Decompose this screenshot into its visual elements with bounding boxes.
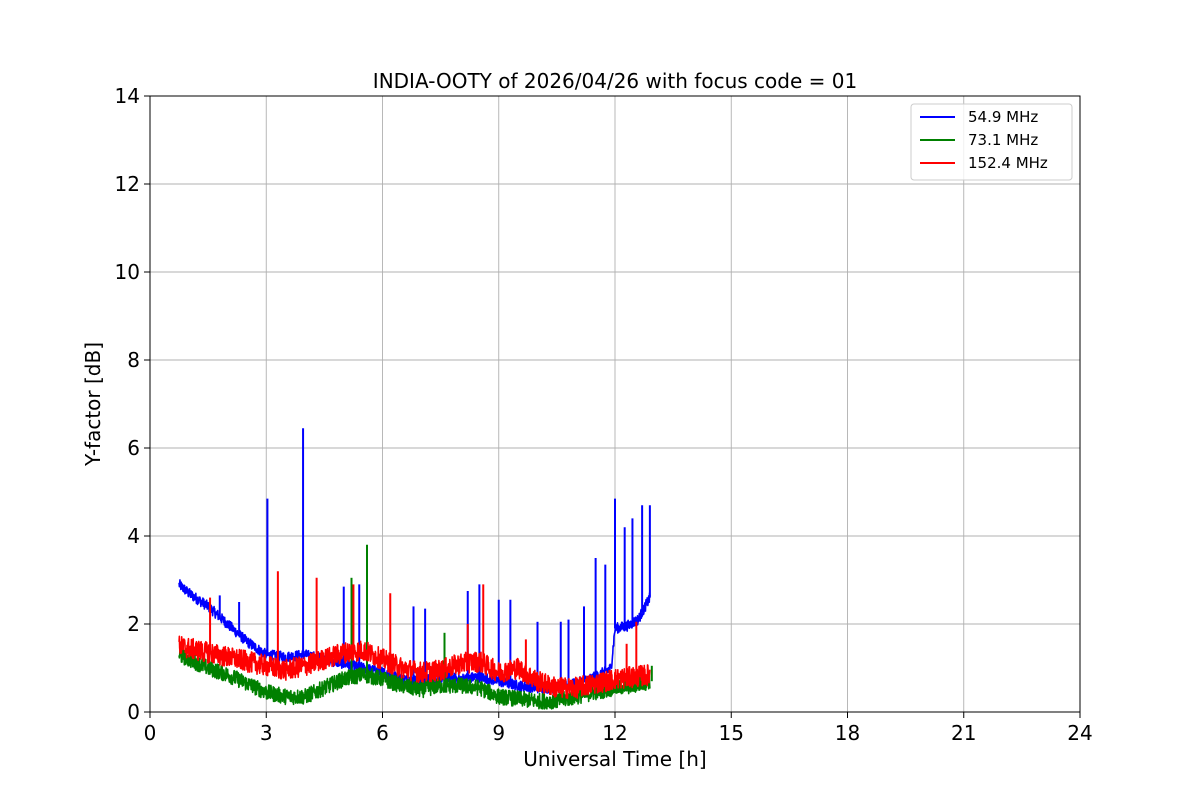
x-tick-label: 9 [492, 721, 505, 745]
y-tick-label: 12 [115, 172, 140, 196]
legend-label-54-9: 54.9 MHz [968, 108, 1038, 126]
series-2 [178, 571, 651, 699]
x-tick-label: 21 [951, 721, 976, 745]
x-tick-label: 15 [719, 721, 744, 745]
legend-box [910, 103, 1073, 181]
y-tick-label: 4 [127, 524, 140, 548]
x-tick-label: 3 [260, 721, 273, 745]
y-tick-label: 2 [127, 612, 140, 636]
plot-area [178, 428, 653, 710]
x-axis-label: Universal Time [h] [523, 747, 706, 771]
x-tick-label: 12 [602, 721, 627, 745]
y-tick-label: 0 [127, 700, 140, 724]
legend-label-152-4: 152.4 MHz [968, 154, 1048, 172]
series-line [178, 635, 651, 699]
x-tick-label: 18 [835, 721, 860, 745]
legend: 54.9 MHz 73.1 MHz 152.4 MHz [910, 103, 1073, 181]
x-tick-label: 0 [144, 721, 157, 745]
y-tick-label: 8 [127, 348, 140, 372]
legend-label-73-1: 73.1 MHz [968, 131, 1038, 149]
series-line [178, 648, 651, 710]
x-tick-label: 24 [1067, 721, 1092, 745]
x-tick-label: 6 [376, 721, 389, 745]
y-tick-label: 6 [127, 436, 140, 460]
y-tick-label: 14 [115, 84, 140, 108]
chart-title: INDIA-OOTY of 2026/04/26 with focus code… [373, 69, 857, 93]
series-0 [178, 428, 651, 694]
y-tick-label: 10 [115, 260, 140, 284]
y-axis-label: Y-factor [dB] [81, 342, 105, 467]
